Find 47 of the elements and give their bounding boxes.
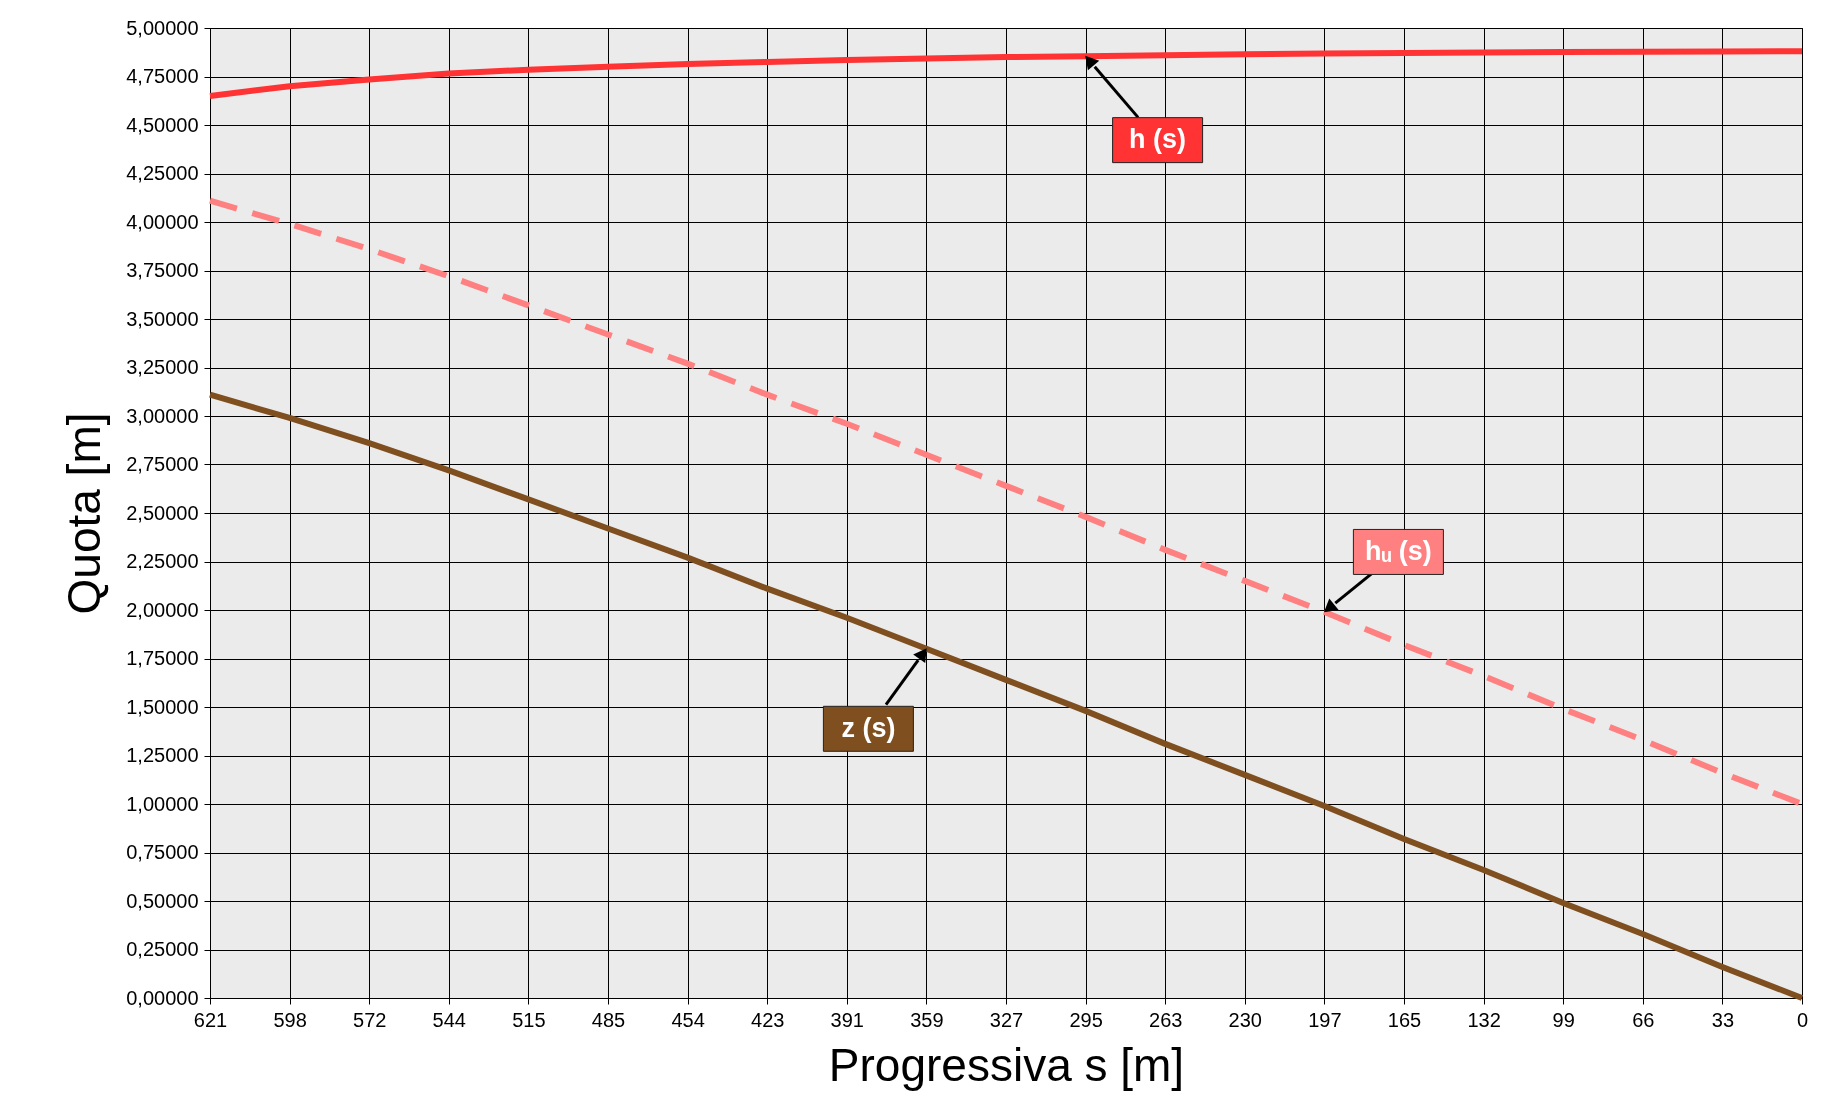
- x-tick-label: 132: [1467, 1008, 1501, 1031]
- x-tick-label: 572: [353, 1008, 387, 1031]
- y-tick-label: 1,50000: [126, 695, 199, 718]
- x-tick-label: 485: [591, 1008, 626, 1031]
- y-tick-label: 0,00000: [126, 986, 199, 1009]
- x-tick-label: 359: [910, 1008, 944, 1031]
- y-tick-label: 3,00000: [126, 404, 199, 427]
- y-tick-label: 1,00000: [126, 792, 199, 815]
- x-tick-label: 295: [1069, 1008, 1103, 1031]
- x-tick-label: 33: [1711, 1008, 1735, 1031]
- y-tick-label: 2,75000: [126, 453, 199, 475]
- x-tick-label: 197: [1308, 1008, 1342, 1031]
- x-tick-label: 263: [1149, 1008, 1183, 1031]
- x-axis-title: Progressiva s [m]: [828, 1038, 1185, 1091]
- x-tick-label: 327: [989, 1008, 1024, 1031]
- y-tick-label: 0,50000: [126, 889, 199, 912]
- y-tick-label: 5,00000: [126, 16, 199, 39]
- x-tick-label: 99: [1552, 1008, 1575, 1031]
- x-tick-label: 391: [830, 1008, 864, 1031]
- x-tick-label: 454: [671, 1008, 705, 1031]
- y-tick-label: 0,25000: [126, 938, 199, 960]
- annotation: hᵤ (s): [1364, 535, 1432, 566]
- x-tick-label: 230: [1228, 1008, 1262, 1031]
- x-tick-label: 598: [273, 1008, 307, 1031]
- y-tick-label: 2,25000: [126, 550, 199, 572]
- x-tick-label: 165: [1387, 1008, 1422, 1031]
- y-tick-label: 4,50000: [126, 113, 199, 136]
- y-tick-label: 0,75000: [126, 841, 199, 863]
- y-axis-title: Quota [m]: [58, 412, 111, 615]
- y-tick-label: 4,25000: [126, 162, 199, 184]
- y-tick-label: 1,25000: [126, 744, 199, 766]
- x-tick-label: 0: [1796, 1008, 1809, 1031]
- y-tick-label: 4,00000: [126, 210, 199, 233]
- annotation: h (s): [1129, 124, 1187, 155]
- annotation: z (s): [841, 712, 896, 743]
- x-tick-label: 621: [193, 1008, 228, 1031]
- y-tick-label: 1,75000: [126, 647, 199, 669]
- x-tick-label: 515: [512, 1008, 546, 1031]
- y-tick-label: 2,50000: [126, 501, 199, 524]
- x-tick-label: 544: [432, 1008, 466, 1031]
- x-tick-label: 66: [1632, 1008, 1655, 1031]
- y-tick-label: 3,25000: [126, 356, 199, 378]
- y-tick-label: 4,75000: [126, 65, 199, 87]
- y-tick-label: 3,50000: [126, 307, 199, 330]
- x-tick-label: 423: [751, 1008, 785, 1031]
- y-tick-label: 3,75000: [126, 259, 199, 281]
- y-tick-label: 2,00000: [126, 598, 199, 621]
